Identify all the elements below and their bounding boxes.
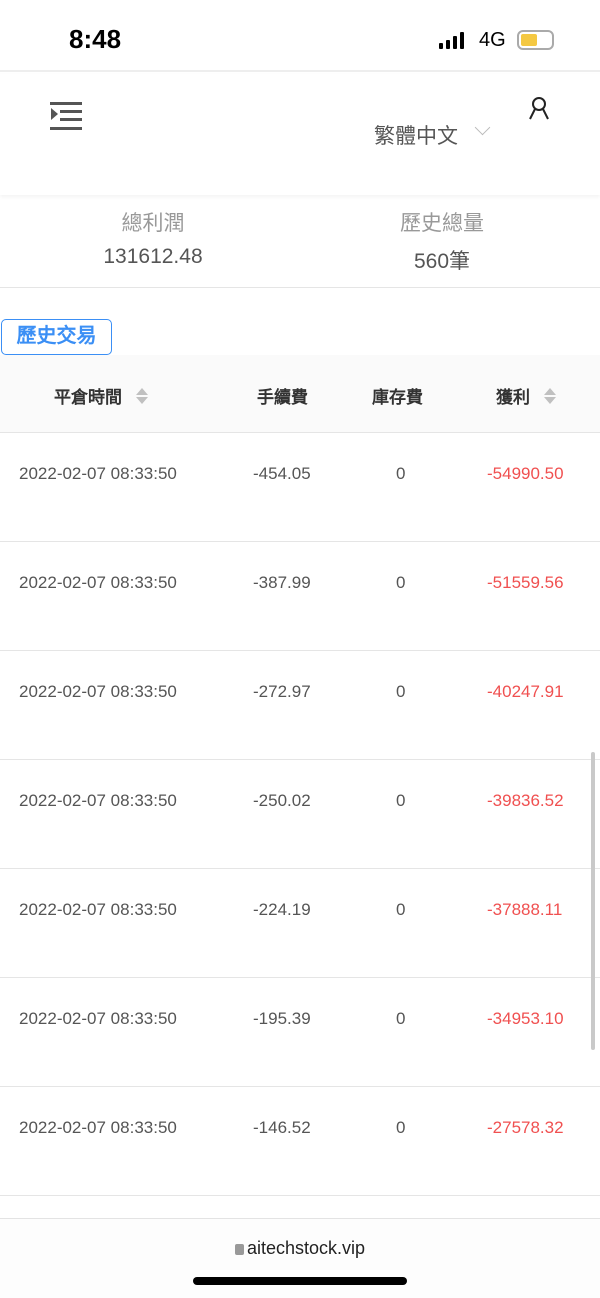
language-selector[interactable]: 繁體中文 xyxy=(374,125,458,148)
cell-close-time: 2022-02-07 08:33:50 xyxy=(19,464,177,483)
table-row: 2022-02-07 08:33:50 -454.05 0 -54990.50 xyxy=(0,433,600,542)
table-row: 2022-02-07 08:33:50 -387.99 0 -51559.56 xyxy=(0,542,600,651)
menu-icon[interactable] xyxy=(50,102,82,130)
cell-fee: -224.19 xyxy=(253,900,311,919)
cell-fee: -454.05 xyxy=(253,464,311,483)
sort-icon[interactable] xyxy=(544,387,556,404)
chevron-down-icon[interactable] xyxy=(474,119,491,136)
cell-storage-fee: 0 xyxy=(396,464,406,483)
cell-profit: -37888.11 xyxy=(487,900,563,919)
cell-storage-fee: 0 xyxy=(396,1009,406,1028)
cell-profit: -39836.52 xyxy=(487,791,564,810)
signal-icon xyxy=(439,32,464,49)
cell-profit: -40247.91 xyxy=(487,682,564,701)
cell-close-time: 2022-02-07 08:33:50 xyxy=(19,791,177,810)
cell-close-time: 2022-02-07 08:33:50 xyxy=(19,573,177,592)
cell-close-time: 2022-02-07 08:33:50 xyxy=(19,1118,177,1137)
table-row: 2022-02-07 08:33:50 -195.39 0 -34953.10 xyxy=(0,978,600,1087)
battery-icon xyxy=(517,30,554,50)
cell-storage-fee: 0 xyxy=(396,573,406,592)
header-label: 平倉時間 xyxy=(54,388,122,407)
scrollbar[interactable] xyxy=(591,752,595,1050)
history-total-label: 歷史總量 xyxy=(400,212,484,235)
table-row: 2022-02-07 08:33:50 -224.19 0 -37888.11 xyxy=(0,869,600,978)
header-profit[interactable]: 獲利 xyxy=(496,383,556,408)
cell-profit: -54990.50 xyxy=(487,464,564,483)
total-profit: 總利潤 131612.48 xyxy=(53,207,253,269)
summary-stats: 總利潤 131612.48 歷史總量 560筆 xyxy=(0,195,600,288)
cell-close-time: 2022-02-07 08:33:50 xyxy=(19,682,177,701)
status-bar: 8:48 4G xyxy=(0,0,600,72)
cell-fee: -195.39 xyxy=(253,1009,311,1028)
header-fee: 手續費 xyxy=(257,383,308,408)
cell-profit: -51559.56 xyxy=(487,573,564,592)
table-header: 平倉時間 手續費 庫存費 獲利 xyxy=(0,355,600,433)
cell-storage-fee: 0 xyxy=(396,1118,406,1137)
cell-fee: -250.02 xyxy=(253,791,311,810)
browser-bar: aitechstock.vip xyxy=(0,1218,600,1298)
clock: 8:48 xyxy=(69,24,122,54)
top-header: 繁體中文 xyxy=(0,74,600,195)
header-label: 獲利 xyxy=(496,388,530,407)
sort-icon[interactable] xyxy=(136,387,148,404)
cell-storage-fee: 0 xyxy=(396,900,406,919)
cell-fee: -387.99 xyxy=(253,573,311,592)
table-row: 2022-02-07 08:33:50 -250.02 0 -39836.52 xyxy=(0,760,600,869)
header-label: 庫存費 xyxy=(372,388,423,407)
url-bar[interactable]: aitechstock.vip xyxy=(0,1238,600,1259)
history-total: 歷史總量 560筆 xyxy=(342,207,542,275)
table-row: 2022-02-07 08:33:50 -272.97 0 -40247.91 xyxy=(0,651,600,760)
cell-close-time: 2022-02-07 08:33:50 xyxy=(19,1009,177,1028)
header-label: 手續費 xyxy=(257,388,308,407)
lock-icon xyxy=(234,1244,244,1255)
cell-close-time: 2022-02-07 08:33:50 xyxy=(19,900,177,919)
table-row: 2022-02-07 08:33:50 -146.52 0 -27578.32 xyxy=(0,1087,600,1196)
cell-storage-fee: 0 xyxy=(396,682,406,701)
total-profit-label: 總利潤 xyxy=(121,212,185,235)
network-type: 4G xyxy=(479,29,506,51)
tab-history-trades[interactable]: 歷史交易 xyxy=(1,319,112,355)
cell-profit: -34953.10 xyxy=(487,1009,564,1028)
total-profit-value: 131612.48 xyxy=(103,245,203,268)
user-icon[interactable] xyxy=(528,96,550,120)
home-indicator[interactable] xyxy=(193,1277,407,1285)
url-text: aitechstock.vip xyxy=(246,1238,366,1258)
cell-storage-fee: 0 xyxy=(396,791,406,810)
cell-profit: -27578.32 xyxy=(487,1118,564,1137)
history-total-value: 560筆 xyxy=(413,250,471,273)
header-storage-fee: 庫存費 xyxy=(372,383,423,408)
cell-fee: -272.97 xyxy=(253,682,311,701)
cell-fee: -146.52 xyxy=(253,1118,311,1137)
header-close-time[interactable]: 平倉時間 xyxy=(54,383,148,408)
